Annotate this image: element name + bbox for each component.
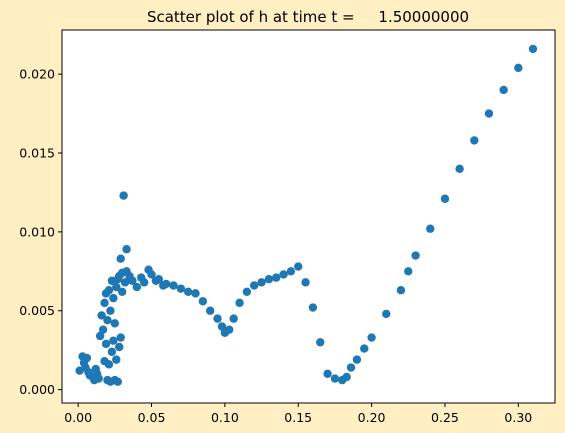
data-point [514, 64, 522, 72]
data-point [119, 191, 127, 199]
data-point [103, 316, 111, 324]
y-tick-label: 0.020 [19, 67, 55, 82]
data-point [367, 333, 375, 341]
data-point [105, 286, 113, 294]
data-point [109, 294, 117, 302]
x-tick-label: 0.25 [431, 410, 459, 425]
chart-title: Scatter plot of h at time t = 1.50000000 [147, 8, 469, 26]
data-point [272, 273, 280, 281]
data-point [441, 195, 449, 203]
data-point [294, 262, 302, 270]
x-tick-label: 0.15 [284, 410, 312, 425]
data-point [243, 288, 251, 296]
data-point [279, 270, 287, 278]
data-point [191, 289, 199, 297]
data-point [102, 340, 110, 348]
y-tick-label: 0.010 [19, 224, 55, 239]
data-point [360, 344, 368, 352]
data-point [94, 374, 102, 382]
x-tick-label: 0.30 [504, 410, 532, 425]
data-point [316, 338, 324, 346]
data-point [199, 297, 207, 305]
data-point [162, 280, 170, 288]
data-point [100, 299, 108, 307]
data-point [397, 286, 405, 294]
data-point [105, 360, 113, 368]
data-point [382, 310, 390, 318]
y-tick-label: 0.005 [19, 303, 55, 318]
data-point [250, 281, 258, 289]
data-point [323, 370, 331, 378]
data-point [140, 278, 148, 286]
data-point [169, 281, 177, 289]
data-point [455, 165, 463, 173]
data-point [353, 355, 361, 363]
data-point [109, 337, 117, 345]
data-point [404, 267, 412, 275]
data-point [265, 275, 273, 283]
data-point [99, 325, 107, 333]
y-tick-label: 0.000 [19, 382, 55, 397]
data-point [116, 254, 124, 262]
data-point [133, 283, 141, 291]
x-tick-label: 0.05 [138, 410, 166, 425]
data-point [426, 225, 434, 233]
data-point [213, 314, 221, 322]
data-point [225, 325, 233, 333]
data-point [411, 251, 419, 259]
data-point [257, 278, 265, 286]
data-point [118, 288, 126, 296]
data-point [301, 278, 309, 286]
data-point [177, 284, 185, 292]
data-point [499, 86, 507, 94]
data-point [206, 307, 214, 315]
data-point [347, 363, 355, 371]
data-point [115, 343, 123, 351]
data-point [235, 299, 243, 307]
data-point [470, 136, 478, 144]
data-point [184, 288, 192, 296]
data-point [287, 267, 295, 275]
data-point [331, 374, 339, 382]
data-point [111, 319, 119, 327]
data-point [106, 307, 114, 315]
x-tick-label: 0.00 [64, 410, 92, 425]
data-point [485, 109, 493, 117]
data-point [122, 245, 130, 253]
data-point [229, 314, 237, 322]
data-point [108, 348, 116, 356]
data-point [116, 333, 124, 341]
x-tick-label: 0.20 [358, 410, 386, 425]
data-point [529, 45, 537, 53]
plot-area [62, 30, 555, 403]
y-tick-label: 0.015 [19, 146, 55, 161]
data-point [83, 354, 91, 362]
data-point [342, 373, 350, 381]
x-tick-label: 0.10 [211, 410, 239, 425]
data-point [309, 303, 317, 311]
data-point [112, 355, 120, 363]
data-point [114, 378, 122, 386]
